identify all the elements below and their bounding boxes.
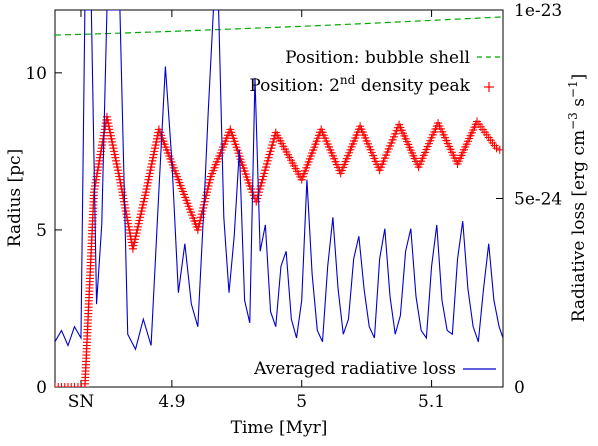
legend-density-peak-label: Position: 2nd density peak [249,73,470,96]
series-group-1 [55,112,503,387]
legend-radiative-loss-label: Averaged radiative loss [253,359,456,379]
density-peak-marker [67,383,76,387]
x-axis-title: Time [Myr] [231,418,328,438]
y-right-tick-label: 1e-23 [514,1,562,21]
density-peak-marker [55,383,63,387]
series-line-2 [55,10,503,351]
y-left-tick-label: 10 [25,64,47,84]
ticks: SN 4.9 5 5.1 0 5 10 0 5e-24 1e-23 [25,1,562,412]
legend: Position: bubble shell Position: 2nd den… [249,48,502,379]
series-group-0 [55,16,503,36]
density-peak-marker [495,145,503,154]
y-right-axis-title: Radiative loss [erg cm−3 s−1] [566,74,589,323]
series-layer [55,10,503,387]
series-group-2 [55,10,503,351]
x-tick-label: 5.1 [418,392,445,412]
density-peak-marker [63,383,72,387]
x-tick-label: SN [68,392,95,412]
legend-bubble-shell-label: Position: bubble shell [285,48,470,68]
y-left-tick-label: 0 [36,378,47,398]
density-peak-marker [70,383,79,387]
density-peak-marker [492,144,501,153]
x-tick-label: 4.9 [158,392,185,412]
density-peak-marker [60,383,69,387]
y-right-tick-label: 5e-24 [514,190,562,210]
density-peak-marker [73,383,82,387]
series-line-0 [55,16,503,36]
y-left-tick-label: 5 [36,221,47,241]
x-tick-label: 5 [296,392,307,412]
y-left-axis-title: Radius [pc] [5,149,25,247]
y-right-tick-label: 0 [514,378,525,398]
legend-density-peak-swatch [484,82,494,92]
density-peak-marker [57,383,66,387]
